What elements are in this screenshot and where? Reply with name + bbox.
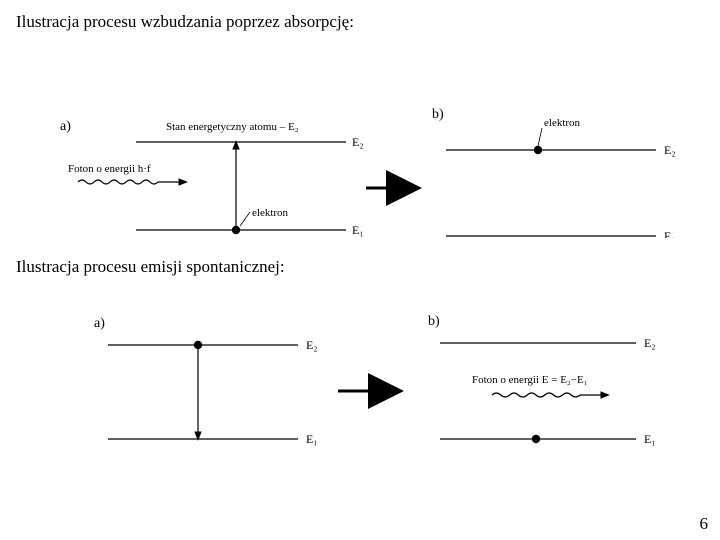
page-number: 6	[700, 514, 709, 534]
photon-hf-label: Foton o energii h·f	[68, 163, 151, 175]
level-tag-E1: E₁	[644, 432, 656, 446]
level-tag-E1: E₁	[352, 223, 364, 237]
photon-e-label: Foton o energii E = E₂−E₁	[472, 374, 588, 386]
panel-a-label: a)	[94, 316, 105, 331]
level-tag-E2: E₂	[644, 336, 656, 350]
heading-absorption: Ilustracja procesu wzbudzania poprzez ab…	[16, 12, 704, 32]
level-tag-E2: E₂	[664, 143, 676, 157]
electron-label-b: elektron	[544, 117, 581, 129]
panel-a-label: a)	[60, 119, 71, 134]
photon-wave	[78, 180, 158, 184]
absorption-svg: a)b)E₂E₁Stan energetyczny atomu – E₂Stan…	[16, 38, 704, 238]
figure-absorption: a)b)E₂E₁Stan energetyczny atomu – E₂Stan…	[16, 38, 704, 243]
electron-dot-b	[532, 435, 540, 443]
panel-b-label: b)	[428, 314, 440, 329]
electron-leader	[240, 212, 250, 226]
level-tag-E1: E₁	[306, 432, 318, 446]
heading-emission: Ilustracja procesu emisji spontanicznej:	[16, 257, 704, 277]
panel-b-label: b)	[432, 107, 444, 122]
level-tag-E2: E₂	[306, 338, 318, 352]
electron-leader-b	[538, 128, 542, 146]
level-tag-E2: E₂	[352, 135, 364, 149]
electron-label: elektron	[252, 207, 289, 219]
photon-wave	[492, 393, 580, 397]
figure-emission: a) b) E₂ E₁ E₂ E₁ Foton o energii E = E₂−E₁	[16, 283, 704, 468]
emission-svg: a) b) E₂ E₁ E₂ E₁ Foton o energii E = E₂−E₁	[16, 283, 704, 463]
level-tag-E1: E₁	[664, 229, 676, 238]
state-e2-label: Stan energetyczny atomu – E₂	[166, 121, 299, 133]
electron-dot-b	[534, 146, 542, 154]
